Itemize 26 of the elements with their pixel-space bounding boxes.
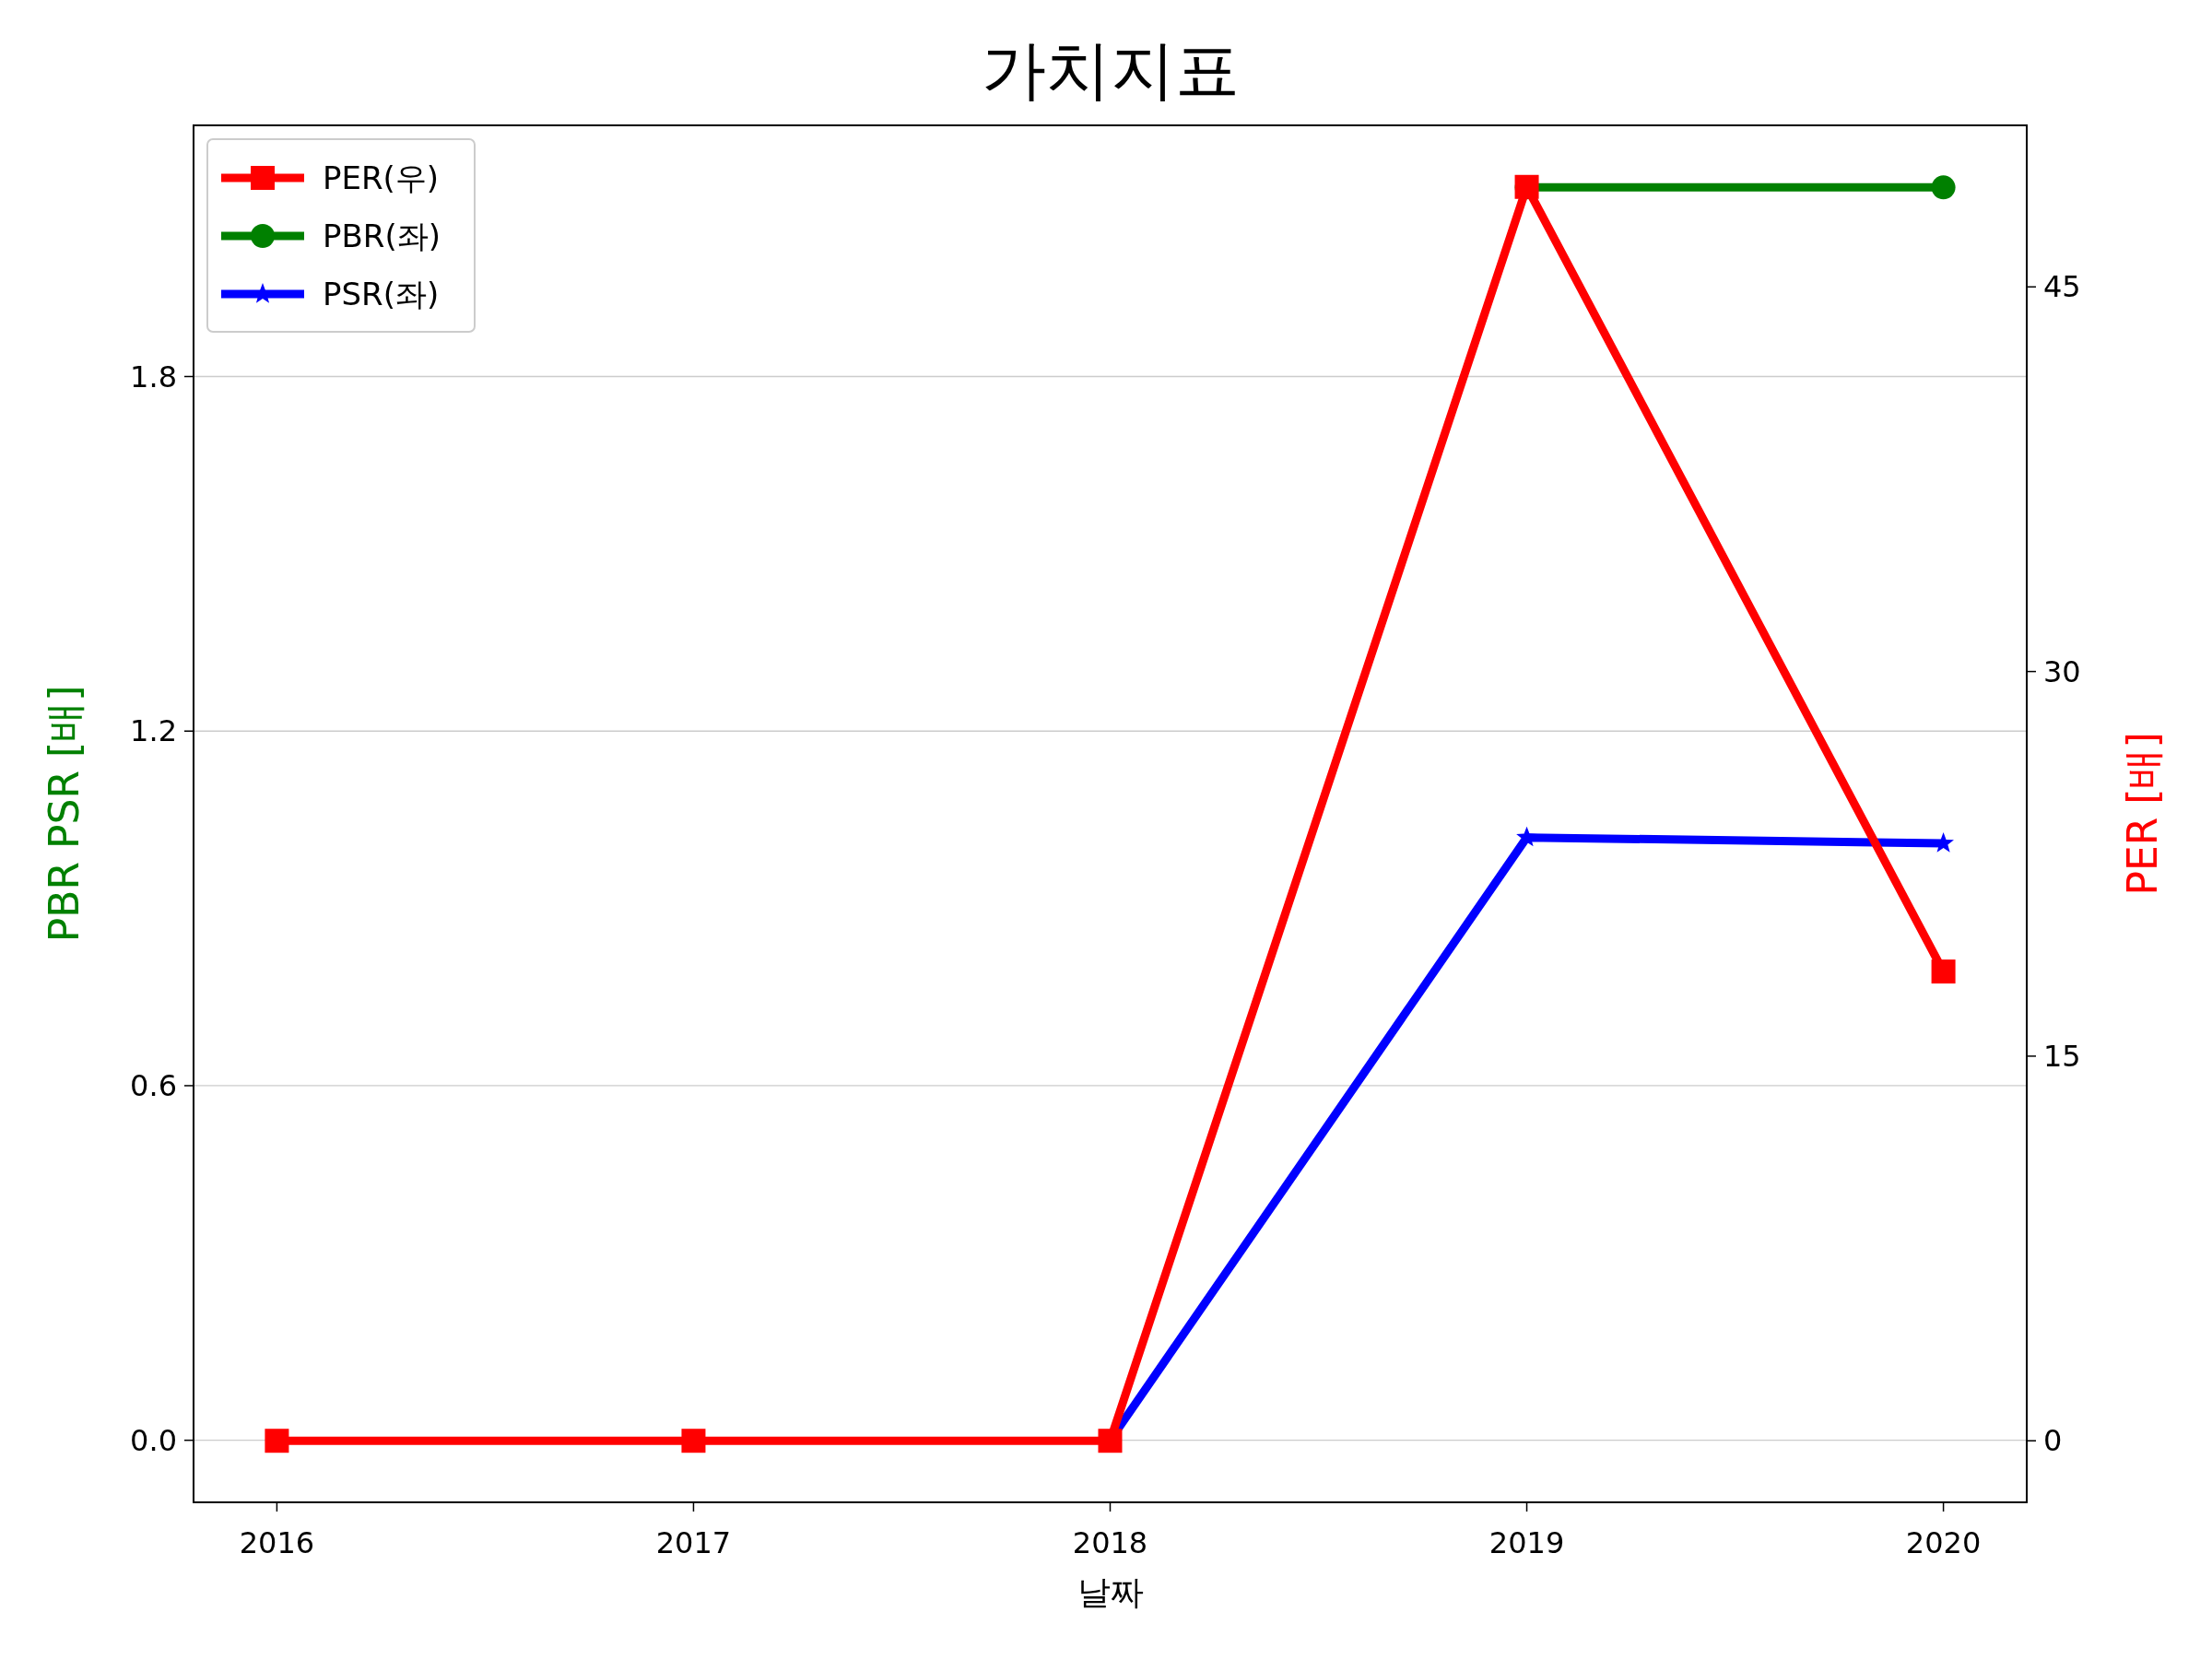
y2-tick-label: 45 bbox=[2043, 269, 2081, 305]
legend-label: PSR(좌) bbox=[323, 276, 440, 312]
point bbox=[265, 1429, 289, 1453]
legend-label: PBR(좌) bbox=[323, 218, 441, 254]
point bbox=[1931, 175, 1956, 200]
x-tick-label: 2016 bbox=[239, 1525, 315, 1560]
point bbox=[1098, 1429, 1123, 1453]
y2-axis-title: PER [배] bbox=[2119, 732, 2166, 896]
y-tick-label: 1.2 bbox=[130, 713, 177, 749]
x-tick-label: 2019 bbox=[1488, 1525, 1565, 1560]
point bbox=[681, 1429, 706, 1453]
y2-tick-label: 30 bbox=[2043, 653, 2081, 689]
x-tick-label: 2020 bbox=[1905, 1525, 1982, 1560]
y-tick-label: 0.0 bbox=[130, 1422, 177, 1458]
point bbox=[1931, 959, 1956, 984]
legend-label: PER(우) bbox=[323, 159, 440, 196]
x-tick-label: 2017 bbox=[655, 1525, 732, 1560]
y-tick-label: 1.8 bbox=[130, 359, 177, 394]
x-axis-title: 날짜 bbox=[1077, 1573, 1144, 1611]
x-tick-label: 2018 bbox=[1072, 1525, 1148, 1560]
chart-title: 가치지표 bbox=[981, 32, 1240, 108]
y-axis-title: PBR PSR [배] bbox=[41, 685, 88, 943]
y-tick-label: 0.6 bbox=[130, 1067, 177, 1103]
y2-tick-label: 0 bbox=[2043, 1423, 2063, 1459]
point bbox=[1516, 826, 1537, 847]
y2-tick-label: 15 bbox=[2043, 1038, 2081, 1074]
